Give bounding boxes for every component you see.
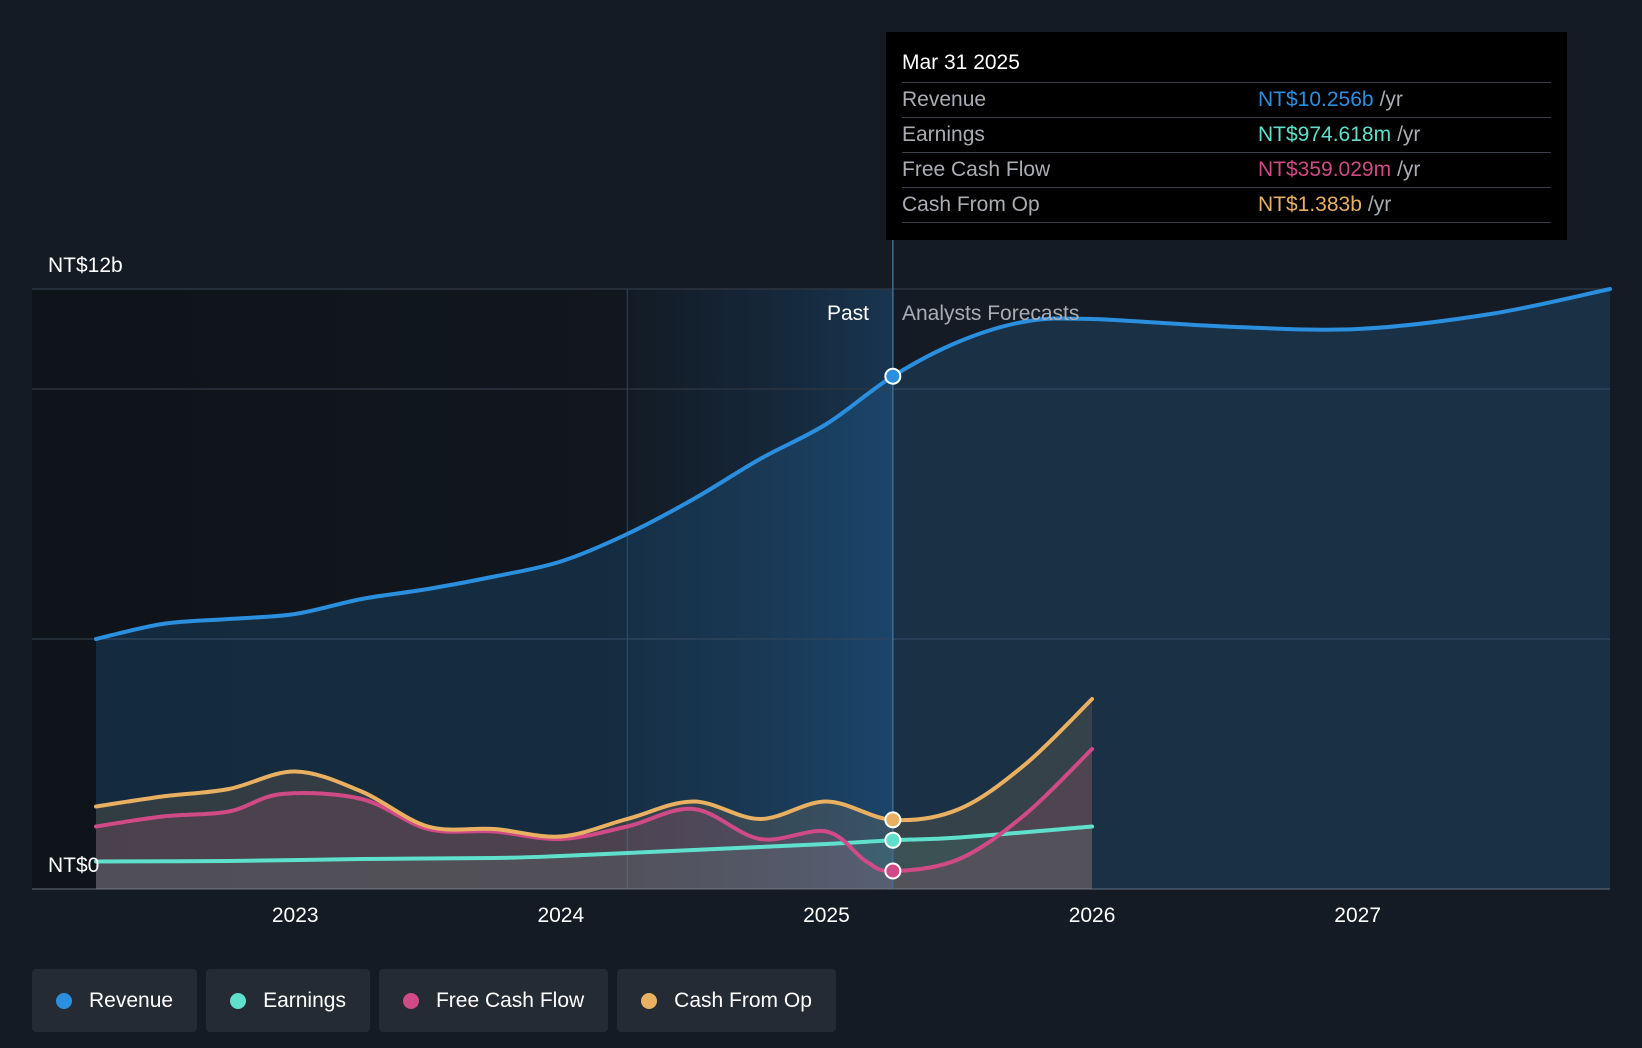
- legend-label: Revenue: [89, 988, 174, 1012]
- tooltip-label: Cash From Op: [902, 193, 1040, 216]
- chart-canvas: NT$12b NT$0 Past Analysts Forecasts 2023…: [32, 240, 1612, 927]
- x-axis-ticks: 2023 2024 2025 2026 2027: [272, 904, 1381, 927]
- fcf-marker: [884, 862, 902, 880]
- tooltip-label: Revenue: [902, 88, 987, 111]
- series-lines: [94, 287, 1612, 874]
- tooltip-label: Free Cash Flow: [902, 158, 1051, 181]
- legend-item-revenue[interactable]: Revenue: [32, 969, 198, 1032]
- x-tick-label: 2027: [1334, 904, 1381, 927]
- tooltip-value: NT$359.029m: [1258, 158, 1392, 181]
- revenue-dot-icon: [56, 992, 72, 1009]
- legend-item-free-cash-flow[interactable]: Free Cash Flow: [378, 969, 609, 1032]
- x-tick-label: 2025: [803, 904, 850, 927]
- tooltip-row-free-cash-flow: Free Cash Flow NT$359.029m /yr: [902, 152, 1551, 187]
- tooltip-date: Mar 31 2025: [902, 51, 1020, 74]
- earnings-area: [96, 826, 1093, 889]
- past-label: Past: [827, 302, 869, 325]
- gridlines: [32, 288, 1610, 890]
- hover-tooltip: Mar 31 2025 Revenue NT$10.256b /yr Earni…: [886, 32, 1567, 240]
- tooltip-row-earnings: Earnings NT$974.618m /yr: [902, 117, 1551, 152]
- cfo-line: [94, 697, 1095, 839]
- earnings-line: [94, 824, 1095, 864]
- legend-label: Cash From Op: [674, 988, 812, 1012]
- x-tick-label: 2024: [537, 904, 584, 927]
- y-axis-bottom-label: NT$0: [48, 854, 99, 877]
- tooltip-label: Earnings: [902, 123, 985, 146]
- revenue-area: [96, 289, 1610, 889]
- earnings-dot-icon: [230, 992, 247, 1009]
- x-tick-label: 2023: [272, 904, 319, 927]
- legend-label: Earnings: [263, 988, 346, 1012]
- earnings-marker: [884, 831, 902, 849]
- cash-from-op-dot-icon: [641, 992, 658, 1009]
- series-markers: [884, 367, 902, 880]
- forecast-label: Analysts Forecasts: [902, 302, 1079, 325]
- revenue-line: [94, 287, 1612, 641]
- cfo-marker: [884, 811, 902, 829]
- tooltip-value: NT$10.256b: [1258, 88, 1374, 111]
- legend-label: Free Cash Flow: [435, 988, 585, 1012]
- legend-item-cash-from-op[interactable]: Cash From Op: [617, 969, 836, 1032]
- tooltip-row-cash-from-op: Cash From Op NT$1.383b /yr: [902, 187, 1551, 223]
- tooltip-value: NT$1.383b: [1258, 193, 1362, 216]
- tooltip-value: NT$974.618m: [1258, 123, 1392, 146]
- tooltip-unit: /yr: [1367, 193, 1392, 216]
- y-axis-top-label: NT$12b: [48, 254, 123, 277]
- legend-item-earnings[interactable]: Earnings: [206, 969, 370, 1032]
- tooltip-unit: /yr: [1379, 88, 1403, 111]
- tooltip-row-revenue: Revenue NT$10.256b /yr: [902, 82, 1551, 117]
- revenue-marker: [884, 367, 902, 385]
- fcf-line: [94, 747, 1095, 874]
- chart-legend: Revenue Earnings Free Cash Flow Cash Fro…: [32, 969, 836, 1032]
- tooltip-unit: /yr: [1397, 158, 1421, 181]
- free-cash-flow-dot-icon: [402, 992, 419, 1009]
- tooltip-unit: /yr: [1397, 123, 1421, 146]
- x-tick-label: 2026: [1069, 904, 1116, 927]
- fcf-area: [96, 749, 1093, 889]
